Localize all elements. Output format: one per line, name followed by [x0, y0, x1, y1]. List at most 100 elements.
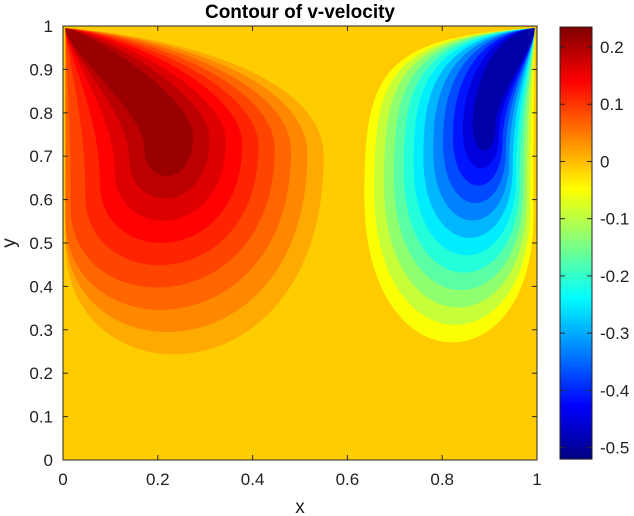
colorbar-band	[560, 127, 592, 132]
colorbar-band	[560, 106, 592, 111]
colorbar-band	[560, 441, 592, 446]
colorbar-band	[560, 203, 592, 208]
colorbar-band	[560, 433, 592, 438]
colorbar-ticks: 0.2 0.1 0 -0.1 -0.2 -0.3 -0.4 -0.5	[560, 38, 629, 458]
colorbar-band	[560, 131, 592, 136]
colorbar-band	[560, 329, 592, 334]
colorbar-band	[560, 156, 592, 161]
colorbar-band	[560, 167, 592, 172]
colorbar: 0.2 0.1 0 -0.1 -0.2 -0.3 -0.4 -0.5	[559, 26, 629, 460]
colorbar-band	[560, 171, 592, 176]
colorbar-band	[560, 214, 592, 219]
colorbar-band	[560, 253, 592, 258]
colorbar-tick-label: -0.4	[600, 381, 629, 400]
colorbar-band	[560, 340, 592, 345]
y-tick-label: 0	[44, 451, 53, 470]
colorbar-band	[560, 358, 592, 363]
colorbar-band	[560, 239, 592, 244]
colorbar-band	[560, 217, 592, 222]
colorbar-band	[560, 207, 592, 212]
colorbar-band	[560, 84, 592, 89]
colorbar-band	[560, 55, 592, 60]
x-tick-label: 0.4	[241, 470, 265, 489]
colorbar-band	[560, 336, 592, 341]
colorbar-band	[560, 210, 592, 215]
colorbar-band	[560, 351, 592, 356]
colorbar-band	[560, 30, 592, 35]
colorbar-tick-label: -0.5	[600, 439, 629, 458]
colorbar-band	[560, 88, 592, 93]
colorbar-band	[560, 300, 592, 305]
colorbar-band	[560, 81, 592, 86]
colorbar-band	[560, 189, 592, 194]
colorbar-band	[560, 379, 592, 384]
colorbar-band	[560, 163, 592, 168]
colorbar-band	[560, 318, 592, 323]
colorbar-band	[560, 243, 592, 248]
colorbar-band	[560, 451, 592, 456]
y-tick-label: 0.8	[29, 104, 53, 123]
x-tick-label: 0.6	[336, 470, 360, 489]
colorbar-band	[560, 63, 592, 68]
colorbar-band	[560, 109, 592, 114]
colorbar-tick-label: 0.1	[600, 95, 624, 114]
y-axis-label: y	[0, 238, 20, 248]
colorbar-band	[560, 257, 592, 262]
colorbar-bands	[560, 27, 592, 460]
colorbar-band	[560, 419, 592, 424]
colorbar-band	[560, 246, 592, 251]
colorbar-band	[560, 322, 592, 327]
colorbar-band	[560, 37, 592, 42]
colorbar-band	[560, 289, 592, 294]
colorbar-band	[560, 369, 592, 374]
y-tick-label: 1	[44, 17, 53, 36]
colorbar-band	[560, 120, 592, 125]
y-tick-label: 0.6	[29, 191, 53, 210]
colorbar-band	[560, 282, 592, 287]
colorbar-band	[560, 423, 592, 428]
colorbar-band	[560, 307, 592, 312]
colorbar-band	[560, 401, 592, 406]
colorbar-band	[560, 153, 592, 158]
colorbar-band	[560, 286, 592, 291]
colorbar-band	[560, 192, 592, 197]
x-tick-label: 1	[532, 470, 541, 489]
colorbar-band	[560, 261, 592, 266]
colorbar-band	[560, 41, 592, 46]
colorbar-band	[560, 181, 592, 186]
colorbar-band	[560, 102, 592, 107]
colorbar-band	[560, 225, 592, 230]
colorbar-band	[560, 383, 592, 388]
colorbar-band	[560, 196, 592, 201]
colorbar-band	[560, 343, 592, 348]
colorbar-band	[560, 390, 592, 395]
colorbar-band	[560, 430, 592, 435]
colorbar-band	[560, 145, 592, 150]
colorbar-band	[560, 268, 592, 273]
colorbar-band	[560, 185, 592, 190]
y-tick-label: 0.1	[29, 408, 53, 427]
colorbar-band	[560, 228, 592, 233]
colorbar-band	[560, 293, 592, 298]
colorbar-band	[560, 426, 592, 431]
colorbar-band	[560, 354, 592, 359]
colorbar-band	[560, 279, 592, 284]
colorbar-band	[560, 297, 592, 302]
colorbar-band	[560, 70, 592, 75]
colorbar-band	[560, 142, 592, 147]
colorbar-band	[560, 325, 592, 330]
colorbar-band	[560, 275, 592, 280]
x-tick-label: 0.2	[146, 470, 170, 489]
colorbar-band	[560, 271, 592, 276]
colorbar-band	[560, 113, 592, 118]
colorbar-band	[560, 437, 592, 442]
colorbar-band	[560, 91, 592, 96]
colorbar-tick-label: 0.2	[600, 38, 624, 57]
contour-layers	[65, 28, 535, 360]
colorbar-band	[560, 397, 592, 402]
y-tick-label: 0.5	[29, 234, 53, 253]
x-tick-label: 0.8	[430, 470, 454, 489]
colorbar-band	[560, 135, 592, 140]
colorbar-band	[560, 412, 592, 417]
colorbar-band	[560, 124, 592, 129]
